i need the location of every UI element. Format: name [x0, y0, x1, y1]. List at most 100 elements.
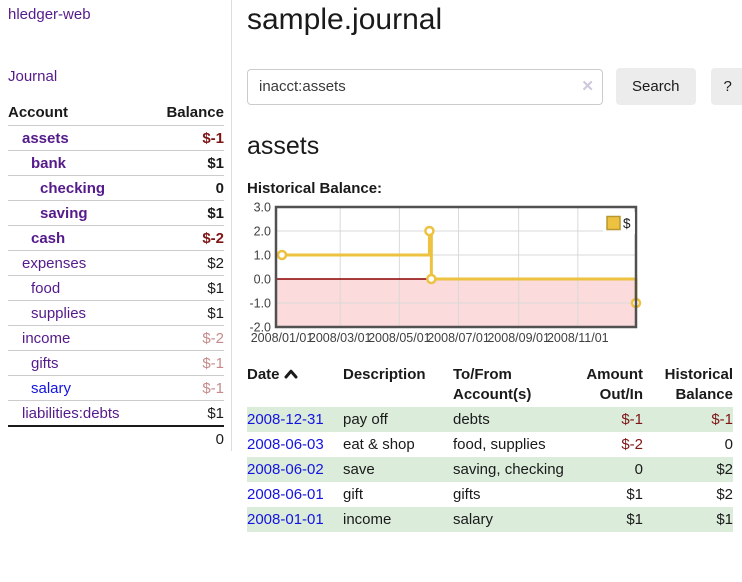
account-row: food $1 — [8, 275, 224, 301]
account-link[interactable]: cash — [31, 229, 66, 247]
register-row: 2008-06-03 eat & shop food, supplies $-2 0 — [247, 432, 733, 457]
account-link[interactable]: liabilities:debts — [22, 404, 120, 422]
transaction-amount: $1 — [626, 511, 643, 528]
transaction-date-link[interactable]: 2008-06-02 — [247, 461, 324, 478]
account-link[interactable]: assets — [22, 129, 69, 147]
search-bar: ✕ Search ? — [247, 68, 742, 105]
account-row: income $-2 — [8, 325, 224, 351]
account-balance: $-1 — [150, 375, 224, 401]
transaction-balance: 0 — [724, 436, 733, 453]
register-header-row: Date Description To/From Account(s) Amou… — [247, 363, 733, 407]
register-col-balance: Historical Balance — [664, 366, 733, 403]
transaction-description: pay off — [343, 411, 388, 428]
account-balance: $-1 — [150, 350, 224, 376]
transaction-amount: 0 — [634, 461, 643, 478]
account-balance: $1 — [150, 275, 224, 301]
transaction-date-link[interactable]: 2008-06-01 — [247, 486, 324, 503]
search-input-wrap: ✕ — [247, 68, 603, 105]
account-link[interactable]: supplies — [31, 304, 87, 322]
svg-text:2.0: 2.0 — [254, 225, 271, 239]
app-title-link[interactable]: hledger-web — [8, 6, 91, 23]
sidebar: hledger-web Journal Account Balance asse… — [0, 0, 232, 451]
transaction-amount: $-1 — [621, 411, 643, 428]
account-row: supplies $1 — [8, 300, 224, 326]
transaction-balance: $-1 — [711, 411, 733, 428]
account-balance: $1 — [150, 150, 224, 176]
account-row: cash $-2 — [8, 225, 224, 251]
account-balance: $-2 — [150, 225, 224, 251]
register-row: 2008-12-31 pay off debts $-1 $-1 — [247, 407, 733, 432]
clear-search-icon[interactable]: ✕ — [581, 77, 594, 95]
account-balance: $-1 — [202, 129, 224, 147]
transaction-description: save — [343, 461, 375, 478]
balance-chart[interactable]: 3.0 2.0 1.0 0.0 -1.0 -2.0 2008/01/01 2008/03/01… — [247, 201, 734, 353]
account-link[interactable]: income — [22, 329, 71, 347]
transaction-balance: $2 — [716, 461, 733, 478]
register-col-account: To/From Account(s) — [453, 366, 532, 403]
svg-text:2008/05/01: 2008/05/01 — [368, 331, 431, 345]
account-link[interactable]: checking — [40, 179, 106, 197]
account-link[interactable]: food — [31, 279, 61, 297]
svg-text:2008/03/01: 2008/03/01 — [309, 331, 372, 345]
svg-text:3.0: 3.0 — [254, 201, 271, 215]
transaction-description: gift — [343, 486, 364, 503]
account-balance: $-2 — [150, 325, 224, 351]
transaction-amount: $-2 — [621, 436, 643, 453]
transaction-date-link[interactable]: 2008-06-03 — [247, 436, 324, 453]
accounts-total-row: 0 — [8, 425, 224, 451]
accounts-header-row: Account Balance — [8, 102, 224, 126]
account-link[interactable]: saving — [40, 204, 88, 222]
search-button[interactable]: Search — [616, 68, 696, 105]
account-row: checking 0 — [8, 175, 224, 201]
account-row: liabilities:debts $1 — [8, 400, 224, 426]
transaction-description: eat & shop — [343, 436, 415, 453]
account-row: salary $-1 — [8, 375, 224, 401]
accounts-total-spacer — [8, 425, 151, 451]
register-col-amount: Amount Out/In — [586, 366, 643, 403]
svg-text:2008/07/01: 2008/07/01 — [427, 331, 490, 345]
account-balance: $1 — [150, 400, 224, 426]
accounts-col-balance: Balance — [150, 102, 224, 126]
register-col-description: Description — [343, 366, 426, 383]
accounts-table: Account Balance assets $-1 bank $1 checking 0… — [8, 102, 224, 451]
legend-label: $ — [623, 216, 631, 231]
transaction-balance: $1 — [716, 511, 733, 528]
balance-chart-svg[interactable]: 3.0 2.0 1.0 0.0 -1.0 -2.02008/01/012008/03/01… — [247, 201, 742, 353]
sidebar-item-journal[interactable]: Journal — [8, 68, 58, 85]
svg-text:2008/11/01: 2008/11/01 — [547, 331, 609, 345]
account-row: expenses $2 — [8, 250, 224, 276]
register-col-date[interactable]: Date — [247, 363, 343, 407]
chart-label: Historical Balance: — [247, 180, 383, 197]
register-row: 2008-01-01 income salary $1 $1 — [247, 507, 733, 532]
help-button[interactable]: ? — [710, 68, 742, 105]
transaction-date-link[interactable]: 2008-12-31 — [247, 411, 324, 428]
accounts-col-account: Account — [8, 102, 151, 126]
account-balance: $1 — [150, 300, 224, 326]
account-title: assets — [247, 132, 320, 160]
svg-text:2008/01/01: 2008/01/01 — [251, 331, 314, 345]
transaction-accounts: saving, checking — [453, 461, 564, 478]
sort-asc-icon — [284, 369, 298, 379]
account-row: bank $1 — [8, 150, 224, 176]
svg-text:-1.0: -1.0 — [249, 297, 271, 311]
account-row: gifts $-1 — [8, 350, 224, 376]
transaction-accounts: debts — [453, 411, 490, 428]
svg-text:2008/09/01: 2008/09/01 — [487, 331, 550, 345]
transaction-accounts: gifts — [453, 486, 481, 503]
transaction-amount: $1 — [626, 486, 643, 503]
transaction-date-link[interactable]: 2008-01-01 — [247, 511, 324, 528]
account-link[interactable]: bank — [31, 154, 67, 172]
transaction-accounts: salary — [453, 511, 494, 528]
account-row: saving $1 — [8, 200, 224, 226]
main-content: sample.journal ✕ Search ? assets Histori… — [232, 0, 742, 532]
register-row: 2008-06-01 gift gifts $1 $2 — [247, 482, 733, 507]
register-row: 2008-06-02 save saving, checking 0 $2 — [247, 457, 733, 482]
account-link[interactable]: gifts — [31, 354, 59, 372]
account-link[interactable]: salary — [31, 379, 72, 397]
svg-text:-2.0: -2.0 — [249, 321, 271, 335]
search-input[interactable] — [247, 68, 603, 105]
app-window: hledger-web Journal Account Balance asse… — [0, 0, 742, 532]
account-balance: $2 — [150, 250, 224, 276]
account-link[interactable]: expenses — [22, 254, 87, 272]
svg-text:0.0: 0.0 — [254, 273, 271, 287]
